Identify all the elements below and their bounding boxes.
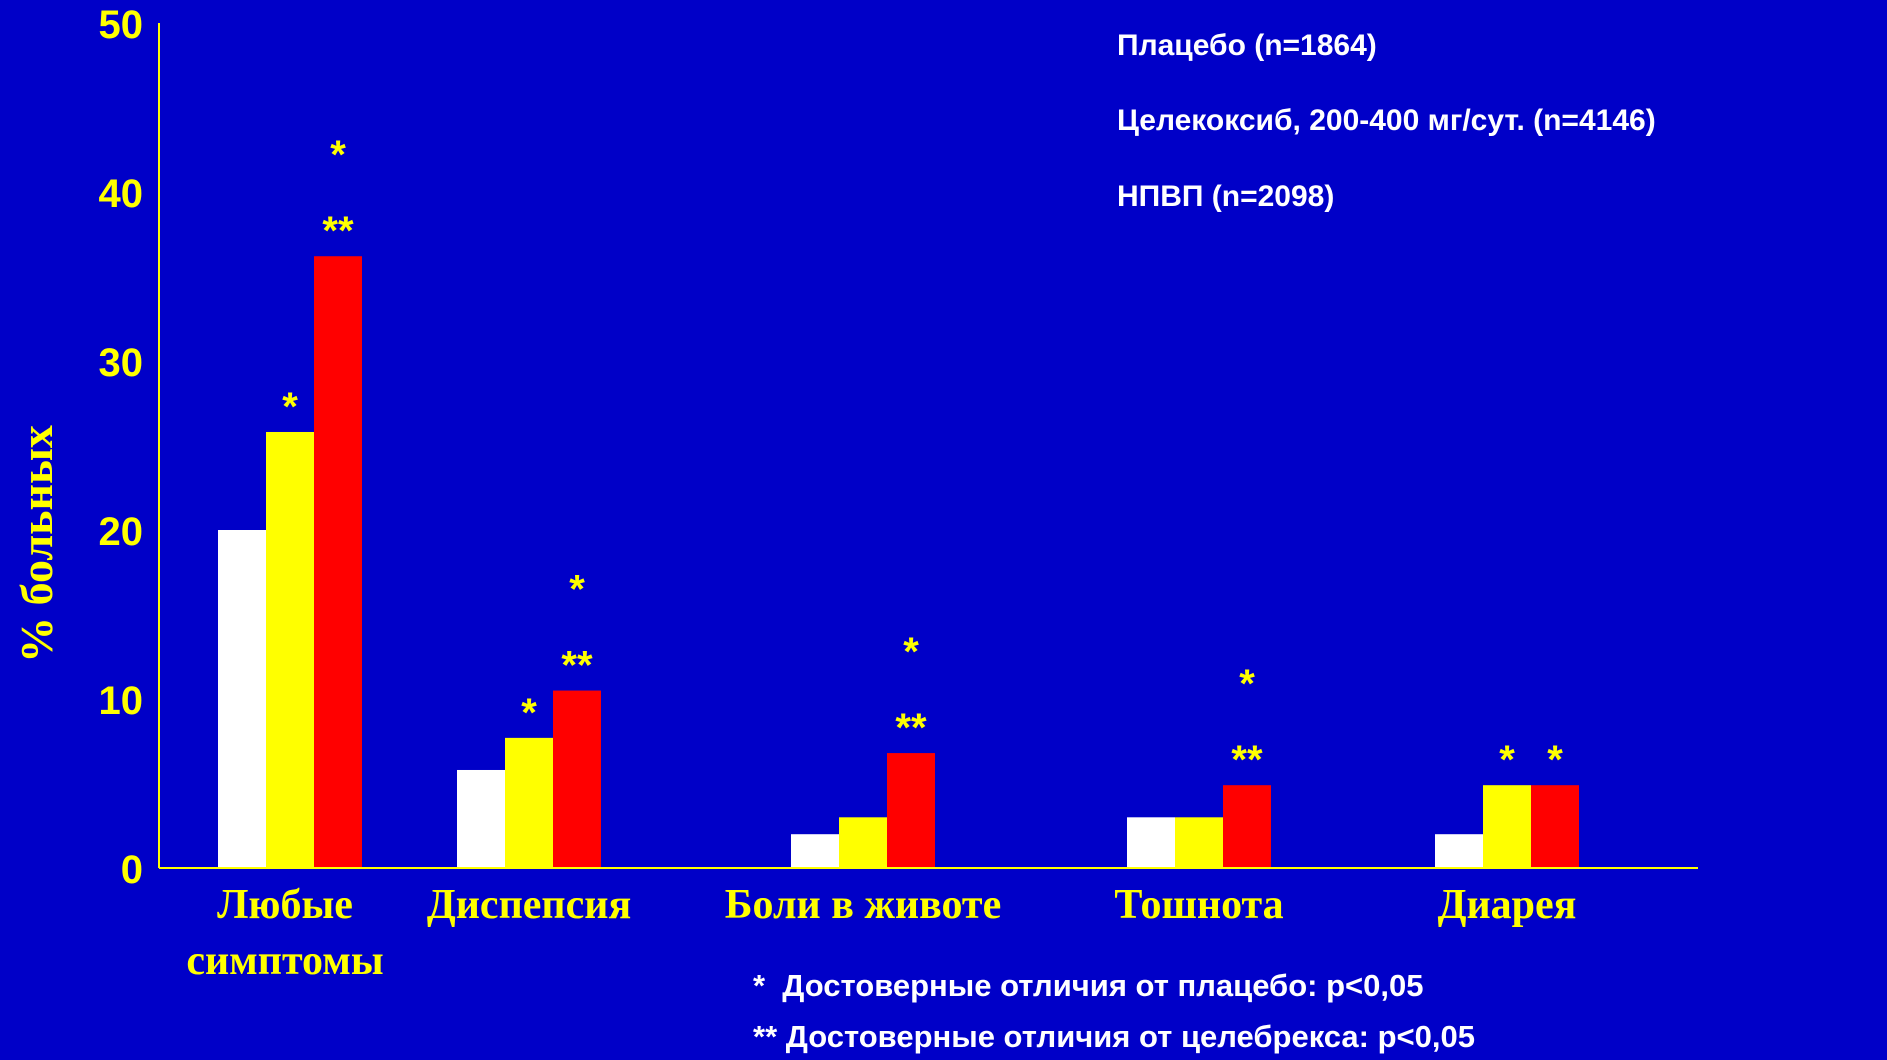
bar-2-3 — [1223, 785, 1271, 868]
significance-mark-3-0: * — [569, 568, 585, 612]
y-tick-label-50: 50 — [99, 3, 144, 47]
bar-1-0 — [266, 431, 314, 868]
significance-mark-6-0: * — [1499, 738, 1515, 782]
significance-mark-5-1: ** — [1231, 738, 1263, 782]
significance-mark-1-0: * — [330, 133, 346, 177]
category-label-1-0: Диспепсия — [427, 882, 631, 928]
bar-0-2 — [791, 834, 839, 868]
bar-1-3 — [1175, 817, 1223, 868]
bar-1-4 — [1483, 785, 1531, 868]
significance-mark-4-0: * — [903, 630, 919, 674]
category-label-0-1: симптомы — [186, 938, 383, 984]
significance-mark-2-0: * — [521, 691, 537, 735]
bar-0-0 — [218, 530, 266, 868]
bar-0-4 — [1435, 834, 1483, 868]
significance-mark-1-1: ** — [322, 209, 354, 253]
bar-2-4 — [1531, 785, 1579, 868]
bar-2-2 — [887, 753, 935, 868]
category-label-4-0: Диарея — [1438, 882, 1577, 928]
category-label-3-0: Тошнота — [1114, 882, 1283, 928]
y-tick-label-30: 30 — [99, 341, 144, 385]
legend-entry-1: Целекоксиб, 200-400 мг/сут. (n=4146) — [1117, 104, 1656, 137]
bar-0-3 — [1127, 817, 1175, 868]
y-tick-label-20: 20 — [99, 510, 144, 554]
footnote-0: * Достоверные отличия от плацебо: p<0,05 — [753, 968, 1423, 1003]
significance-mark-7-0: * — [1547, 738, 1563, 782]
significance-mark-3-1: ** — [561, 644, 593, 688]
legend-entry-2: НПВП (n=2098) — [1117, 180, 1334, 213]
significance-mark-0-0: * — [282, 385, 298, 429]
bar-2-0 — [314, 256, 362, 869]
category-label-0-0: Любые — [217, 882, 353, 928]
y-axis-label: % больных — [11, 425, 62, 663]
y-tick-label-10: 10 — [99, 679, 144, 723]
legend-entry-0: Плацебо (n=1864) — [1117, 29, 1377, 62]
bar-2-1 — [553, 690, 601, 868]
footnote-1: ** Достоверные отличия от целебрекса: p<… — [753, 1019, 1475, 1054]
significance-mark-4-1: ** — [895, 706, 927, 750]
significance-mark-5-0: * — [1239, 662, 1255, 706]
category-label-2-0: Боли в животе — [725, 882, 1001, 928]
bar-1-1 — [505, 737, 553, 868]
bar-0-1 — [457, 769, 505, 868]
bar-1-2 — [839, 817, 887, 868]
y-tick-label-0: 0 — [121, 848, 143, 892]
y-tick-label-40: 40 — [99, 172, 144, 216]
